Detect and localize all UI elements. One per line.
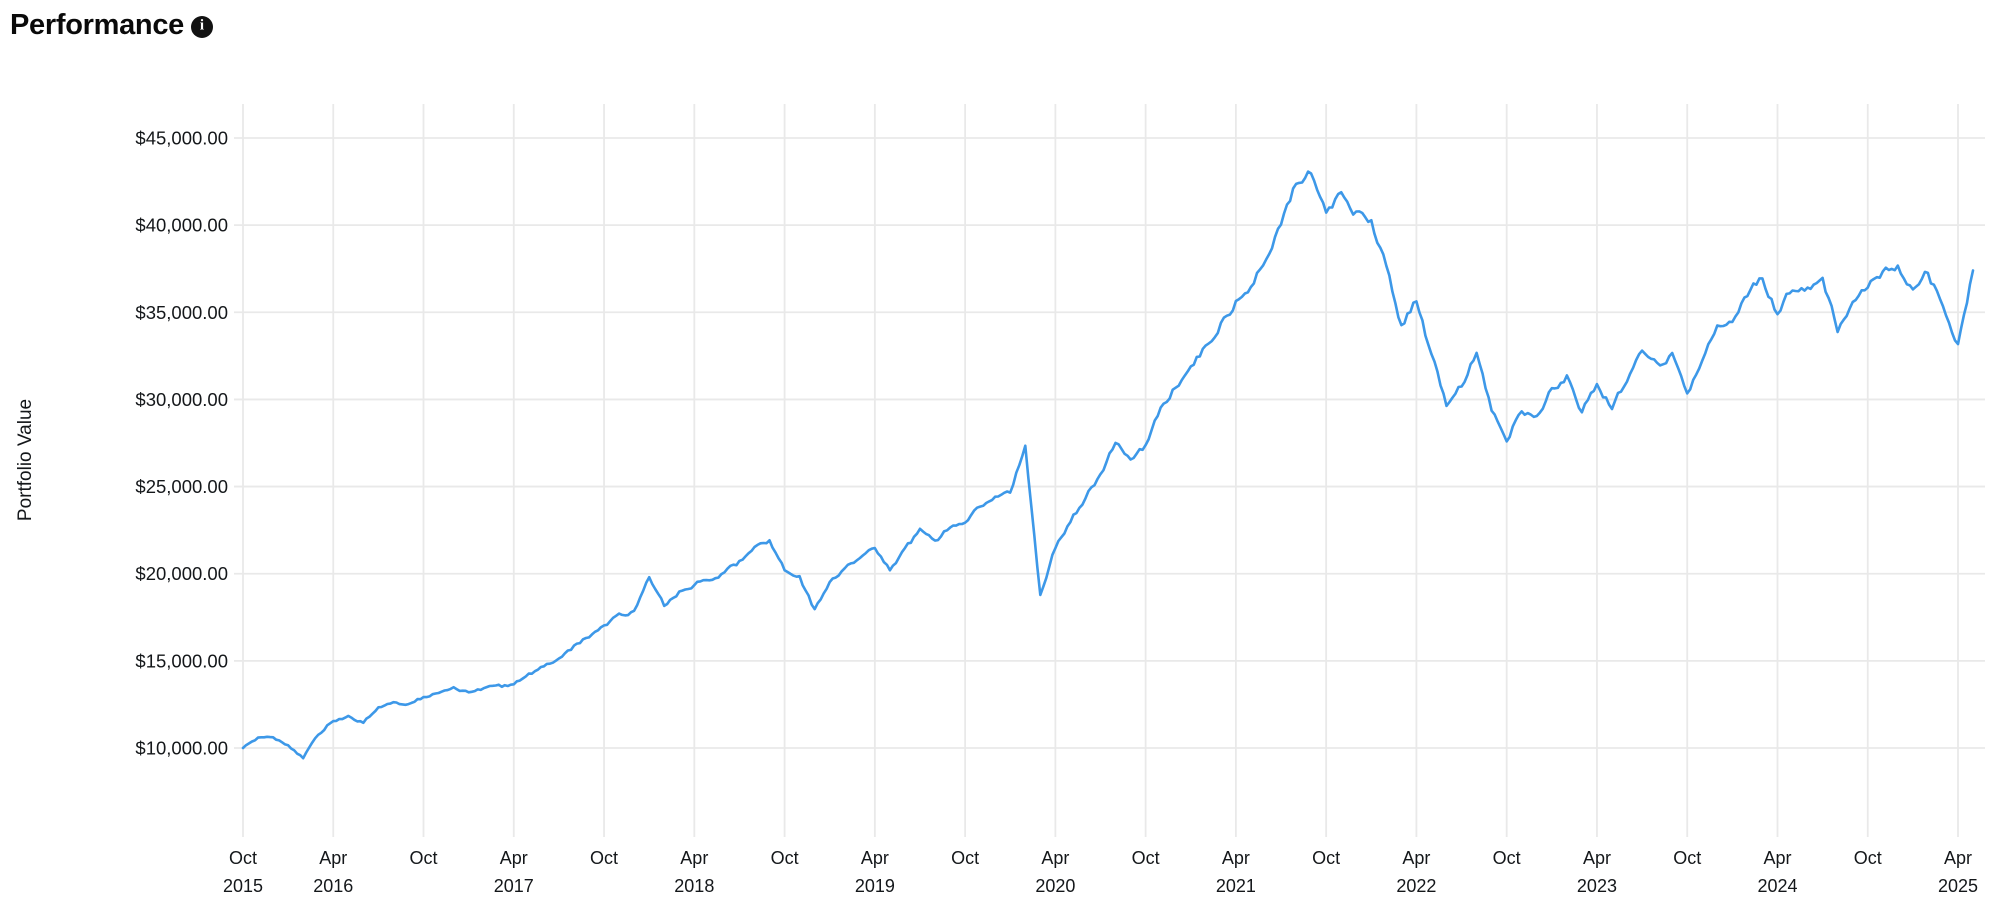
page-title: Performance xyxy=(10,9,184,41)
y-axis-title: Portfolio Value xyxy=(15,399,36,521)
x-tick-label-year: 2022 xyxy=(1396,876,1436,896)
x-tick-label-month: Apr xyxy=(1583,848,1611,868)
y-axis-tick-labels: $45,000.00 $40,000.00 $35,000.00 $30,000.00… xyxy=(135,127,228,758)
x-tick-label-month: Apr xyxy=(680,848,708,868)
x-tick-label-month: Apr xyxy=(1402,848,1430,868)
info-icon[interactable]: i xyxy=(191,15,213,38)
x-tick-label-month: Apr xyxy=(1944,848,1972,868)
y-tick-label: $40,000.00 xyxy=(135,215,228,236)
y-tick-label: $10,000.00 xyxy=(135,738,228,759)
x-tick-label-month: Oct xyxy=(1673,848,1701,868)
x-tick-label-year: 2025 xyxy=(1938,876,1978,896)
x-tick-label-month: Oct xyxy=(771,848,799,868)
x-tick-label-month: Oct xyxy=(1493,848,1521,868)
x-tick-label-year: 2023 xyxy=(1577,876,1617,896)
horizontal-gridlines xyxy=(234,137,1985,749)
y-tick-label: $15,000.00 xyxy=(135,650,228,671)
y-tick-label: $25,000.00 xyxy=(135,476,228,497)
y-tick-label: $45,000.00 xyxy=(135,127,228,148)
x-tick-label-month: Oct xyxy=(1854,848,1882,868)
x-tick-label-month: Apr xyxy=(1222,848,1250,868)
x-axis-tick-labels: Oct 2015 Apr 2016 Oct Apr 2017 Oct Apr 2018 Oct Apr… xyxy=(223,848,1978,896)
x-tick-label-year: 2020 xyxy=(1035,876,1075,896)
x-tick-label-year: 2017 xyxy=(494,876,534,896)
y-tick-label: $30,000.00 xyxy=(135,389,228,410)
x-tick-label-month: Apr xyxy=(500,848,528,868)
info-icon-glyph: i xyxy=(199,17,205,34)
x-tick-label-month: Apr xyxy=(861,848,889,868)
x-tick-label-month: Apr xyxy=(319,848,347,868)
section-header: Performance i xyxy=(10,8,213,43)
x-tick-label-month: Oct xyxy=(410,848,438,868)
x-tick-label-month: Oct xyxy=(590,848,618,868)
x-tick-label-year: 2019 xyxy=(855,876,895,896)
x-tick-label-year: 2018 xyxy=(674,876,714,896)
vertical-gridlines xyxy=(242,104,1959,837)
x-tick-label-month: Apr xyxy=(1041,848,1069,868)
x-tick-label-year: 2021 xyxy=(1216,876,1256,896)
x-tick-label-month: Apr xyxy=(1763,848,1791,868)
x-tick-label-year: 2024 xyxy=(1757,876,1797,896)
y-tick-label: $20,000.00 xyxy=(135,563,228,584)
x-tick-label-month: Oct xyxy=(951,848,979,868)
x-tick-label-year: 2016 xyxy=(313,876,353,896)
x-tick-label-month: Oct xyxy=(229,848,257,868)
x-tick-label-month: Oct xyxy=(1132,848,1160,868)
x-tick-label-month: Oct xyxy=(1312,848,1340,868)
portfolio-value-line[interactable] xyxy=(241,170,1975,760)
x-tick-label-year: 2015 xyxy=(223,876,263,896)
y-tick-label: $35,000.00 xyxy=(135,302,228,323)
